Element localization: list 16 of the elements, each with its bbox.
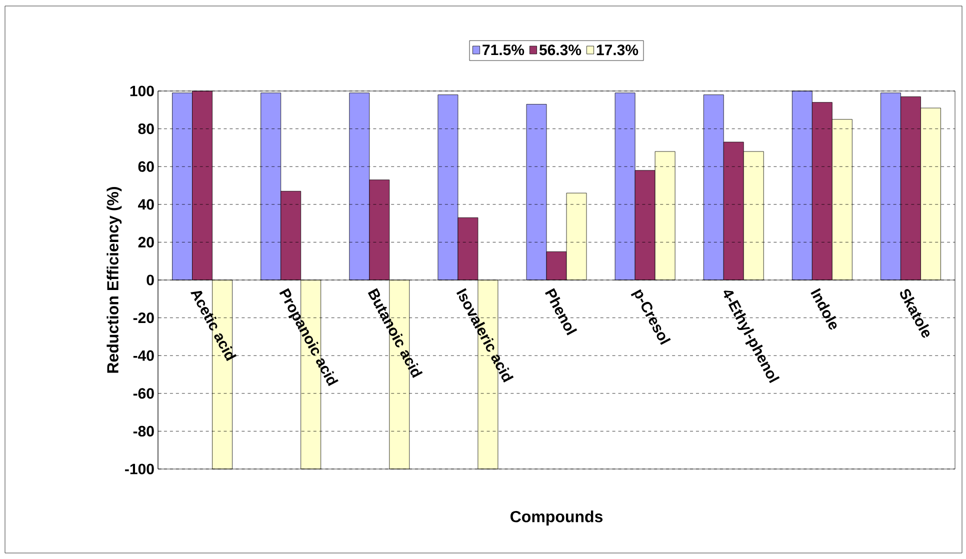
legend-label: 17.3% — [596, 44, 638, 56]
y-tick-label: 80 — [138, 123, 154, 134]
legend-label: 56.3% — [539, 44, 582, 56]
y-tick-label: 40 — [138, 199, 154, 210]
y-tick-label: -100 — [125, 464, 154, 474]
y-tick-label: 20 — [138, 236, 154, 248]
y-tick-label: -60 — [133, 388, 154, 399]
y-tick-label: 0 — [146, 274, 154, 286]
y-tick-label: -20 — [133, 312, 154, 324]
y-tick-label: -40 — [133, 350, 154, 361]
x-axis-title: Compounds — [510, 510, 603, 526]
y-axis-title: Reduction Efficiency (%) — [106, 187, 122, 373]
y-tick-label: 100 — [130, 86, 154, 96]
y-tick-label: 60 — [138, 161, 154, 172]
legend-label: 71.5% — [482, 44, 524, 56]
y-tick-label: -80 — [133, 426, 154, 437]
